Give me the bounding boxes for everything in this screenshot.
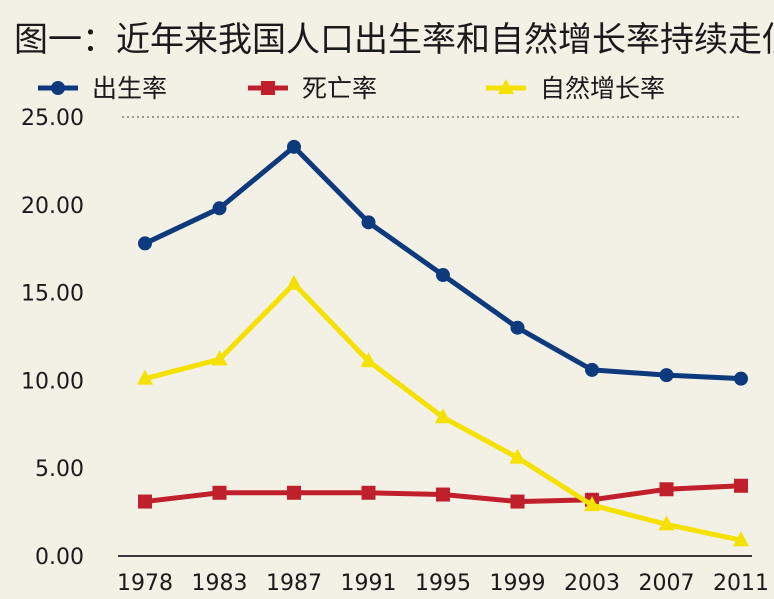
data-point: [659, 368, 674, 383]
data-point: [435, 408, 451, 424]
x-tick-label: 2007: [639, 571, 695, 596]
data-point: [287, 139, 301, 154]
y-tick-label: 0.00: [35, 545, 84, 570]
data-point: [138, 236, 152, 251]
x-tick-label: 1999: [490, 571, 546, 596]
data-point: [360, 352, 377, 368]
x-tick-label: 1991: [341, 571, 397, 596]
x-tick-label: 2003: [564, 571, 620, 596]
legend-marker: [261, 81, 275, 95]
data-point: [138, 494, 152, 509]
series-square: [138, 478, 748, 509]
legend-item: 自然增长率: [486, 74, 665, 103]
legend-marker: [51, 81, 65, 95]
legend-item: 出生率: [38, 74, 167, 103]
data-point: [734, 478, 748, 493]
data-point: [361, 485, 376, 500]
legend-item: 死亡率: [248, 74, 377, 103]
x-tick-label: 1995: [415, 571, 471, 596]
data-point: [509, 448, 526, 464]
series-layer: [137, 139, 749, 547]
data-point: [510, 320, 525, 335]
data-point: [287, 485, 301, 500]
data-point: [286, 274, 302, 290]
chart-title: 图一：近年来我国人口出生率和自然增长率持续走低: [14, 20, 774, 60]
data-point: [584, 496, 600, 512]
x-axis-ticks: 1978 1983 1987 1991 1995 1999 2003 2007 2011: [117, 571, 769, 596]
y-tick-label: 25.00: [21, 106, 84, 131]
data-point: [137, 369, 153, 385]
data-point: [436, 268, 450, 283]
data-point: [658, 515, 675, 531]
data-point: [733, 531, 749, 547]
legend-label: 死亡率: [302, 74, 377, 103]
data-point: [585, 362, 599, 377]
x-tick-label: 1987: [266, 571, 322, 596]
data-point: [510, 494, 525, 509]
legend-marker: [498, 79, 514, 94]
data-point: [436, 487, 450, 502]
data-point: [361, 215, 376, 230]
y-tick-label: 10.00: [21, 369, 84, 394]
data-point: [212, 201, 227, 216]
data-point: [734, 371, 748, 386]
legend-label: 出生率: [92, 74, 167, 103]
series-circle: [138, 139, 748, 386]
y-tick-label: 15.00: [21, 282, 84, 307]
data-point: [659, 482, 674, 497]
data-point: [211, 350, 228, 366]
legend: 出生率 死亡率 自然增长率: [38, 74, 665, 103]
data-point: [212, 485, 227, 500]
legend-label: 自然增长率: [540, 74, 665, 103]
y-axis-ticks: 0.00 5.00 10.00 15.00 20.00 25.00: [21, 106, 84, 570]
series-triangle: [137, 274, 749, 547]
x-tick-label: 1978: [117, 571, 173, 596]
x-tick-label: 1983: [192, 571, 248, 596]
x-tick-label: 2011: [713, 571, 769, 596]
y-tick-label: 20.00: [21, 194, 84, 219]
y-tick-label: 5.00: [35, 457, 84, 482]
